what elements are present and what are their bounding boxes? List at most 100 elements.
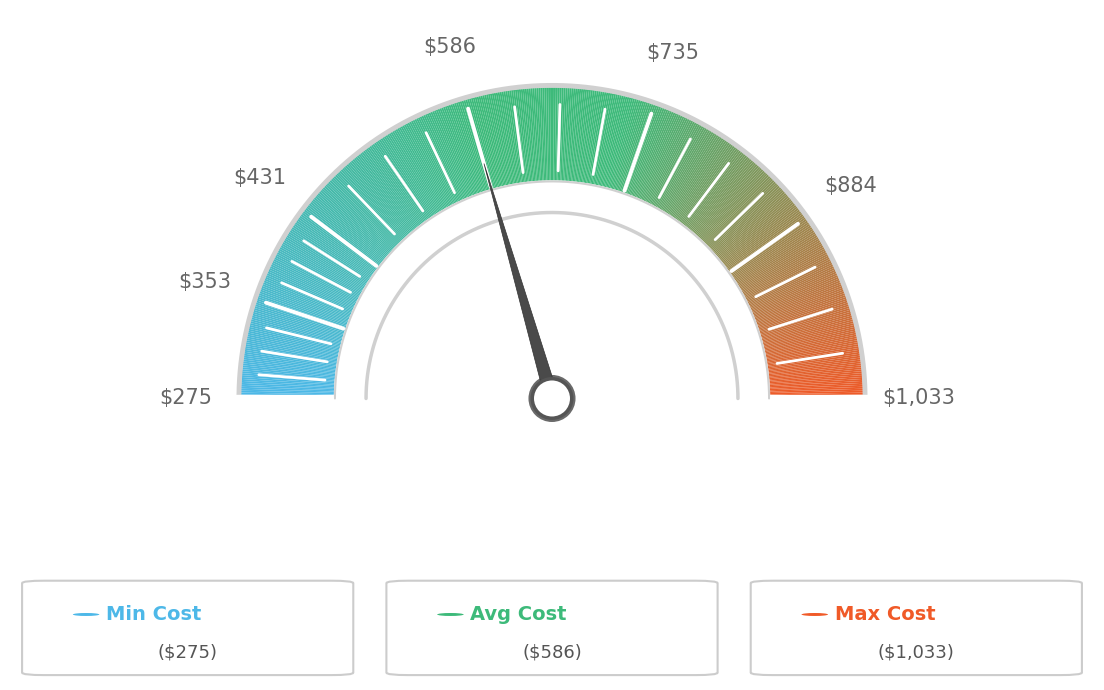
Wedge shape xyxy=(740,262,832,308)
Wedge shape xyxy=(467,99,497,197)
Wedge shape xyxy=(284,238,373,293)
Wedge shape xyxy=(266,273,361,315)
Wedge shape xyxy=(293,225,379,284)
Wedge shape xyxy=(273,259,365,306)
Wedge shape xyxy=(247,335,348,357)
Wedge shape xyxy=(335,175,407,249)
Wedge shape xyxy=(278,248,369,299)
Wedge shape xyxy=(662,135,719,222)
Text: ($1,033): ($1,033) xyxy=(878,644,955,662)
Wedge shape xyxy=(258,293,355,329)
Wedge shape xyxy=(686,160,753,239)
Wedge shape xyxy=(618,103,651,201)
Wedge shape xyxy=(453,103,486,201)
Wedge shape xyxy=(383,136,440,223)
Polygon shape xyxy=(484,164,559,400)
Wedge shape xyxy=(758,350,860,367)
Wedge shape xyxy=(593,93,614,194)
Wedge shape xyxy=(251,321,350,348)
Wedge shape xyxy=(262,284,358,323)
Wedge shape xyxy=(554,88,558,190)
Wedge shape xyxy=(442,107,479,204)
Wedge shape xyxy=(760,373,862,383)
Wedge shape xyxy=(683,156,749,237)
Wedge shape xyxy=(432,110,473,206)
Wedge shape xyxy=(572,89,583,191)
Wedge shape xyxy=(259,289,357,326)
Wedge shape xyxy=(747,288,843,325)
Wedge shape xyxy=(745,282,841,322)
Wedge shape xyxy=(507,90,523,192)
Wedge shape xyxy=(709,193,787,262)
Wedge shape xyxy=(343,166,413,244)
Wedge shape xyxy=(747,289,845,326)
Wedge shape xyxy=(364,149,427,232)
Text: $1,033: $1,033 xyxy=(882,388,955,408)
Circle shape xyxy=(73,613,99,616)
Wedge shape xyxy=(270,264,363,310)
Wedge shape xyxy=(629,109,668,205)
Wedge shape xyxy=(756,336,858,358)
Wedge shape xyxy=(250,325,349,351)
Wedge shape xyxy=(286,235,374,290)
Wedge shape xyxy=(327,183,402,255)
Wedge shape xyxy=(496,92,516,193)
Wedge shape xyxy=(402,125,453,215)
Wedge shape xyxy=(752,306,850,337)
Wedge shape xyxy=(691,166,761,244)
Wedge shape xyxy=(761,391,863,395)
Wedge shape xyxy=(752,308,850,339)
Wedge shape xyxy=(355,156,421,237)
Wedge shape xyxy=(263,282,359,322)
Wedge shape xyxy=(242,369,344,380)
Wedge shape xyxy=(615,102,648,200)
Wedge shape xyxy=(485,95,508,195)
Wedge shape xyxy=(262,286,358,324)
Wedge shape xyxy=(571,88,582,190)
Wedge shape xyxy=(550,87,552,190)
Wedge shape xyxy=(517,89,530,191)
Wedge shape xyxy=(749,295,846,331)
Wedge shape xyxy=(306,206,388,270)
Wedge shape xyxy=(729,233,817,289)
Wedge shape xyxy=(649,123,699,215)
Wedge shape xyxy=(644,119,690,211)
Wedge shape xyxy=(475,97,501,197)
Wedge shape xyxy=(259,291,357,328)
Wedge shape xyxy=(751,304,849,337)
Wedge shape xyxy=(715,205,797,270)
Wedge shape xyxy=(703,184,778,255)
Wedge shape xyxy=(534,88,542,190)
Text: Avg Cost: Avg Cost xyxy=(470,605,566,624)
Wedge shape xyxy=(274,257,367,305)
Wedge shape xyxy=(755,328,856,353)
Wedge shape xyxy=(656,128,709,218)
Wedge shape xyxy=(365,148,428,231)
Wedge shape xyxy=(754,321,853,348)
Wedge shape xyxy=(253,310,352,340)
Wedge shape xyxy=(756,335,857,357)
Wedge shape xyxy=(711,197,790,264)
Wedge shape xyxy=(360,152,424,235)
Wedge shape xyxy=(569,88,580,190)
Wedge shape xyxy=(736,252,828,302)
Wedge shape xyxy=(716,208,799,272)
Wedge shape xyxy=(658,130,712,219)
Wedge shape xyxy=(750,300,848,334)
Wedge shape xyxy=(301,213,384,275)
Wedge shape xyxy=(482,95,507,195)
Wedge shape xyxy=(269,266,363,311)
Wedge shape xyxy=(745,280,840,320)
Wedge shape xyxy=(276,252,368,302)
Wedge shape xyxy=(594,94,616,194)
Wedge shape xyxy=(645,119,691,212)
Wedge shape xyxy=(749,293,846,329)
Text: $586: $586 xyxy=(424,37,477,57)
Wedge shape xyxy=(243,362,344,375)
Wedge shape xyxy=(626,108,665,204)
Wedge shape xyxy=(578,90,593,192)
Wedge shape xyxy=(353,157,420,237)
Wedge shape xyxy=(439,108,478,204)
Wedge shape xyxy=(733,244,822,295)
Wedge shape xyxy=(713,201,794,268)
